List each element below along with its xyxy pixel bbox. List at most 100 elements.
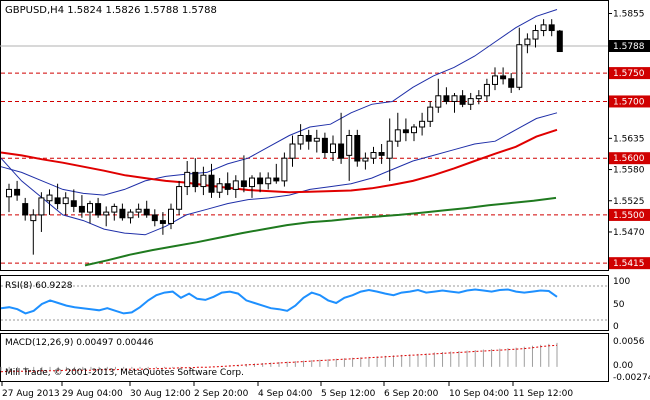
bear-candle bbox=[159, 220, 166, 224]
time-tick-label: 4 Sep 04:00 bbox=[258, 389, 313, 399]
macd-panel[interactable]: MACD(12,26,9) 0.00497 0.00446 0.0056 0.0… bbox=[0, 333, 650, 384]
macd-tick-top: 0.0056 bbox=[613, 337, 645, 347]
rsi-line bbox=[0, 288, 558, 315]
bull-candle bbox=[168, 208, 174, 224]
bull-candle bbox=[362, 157, 369, 162]
macd-tick-zero: 0.00 bbox=[613, 361, 633, 371]
bull-candle bbox=[249, 177, 255, 188]
bear-candle bbox=[22, 203, 29, 216]
time-tick-label: 10 Sep 04:00 bbox=[449, 389, 509, 399]
bear-candle bbox=[119, 208, 126, 219]
macd-tick-bottom: -0.00274 bbox=[613, 373, 650, 383]
bear-candle bbox=[443, 95, 450, 102]
bull-candle bbox=[289, 143, 296, 159]
level-tag-label: 1.5600 bbox=[613, 154, 645, 164]
level-tag bbox=[609, 257, 650, 270]
bear-candle bbox=[459, 95, 466, 105]
bull-candle bbox=[427, 106, 434, 122]
bull-candle bbox=[135, 208, 142, 213]
bear-candle bbox=[354, 135, 361, 162]
rsi-tick-bottom: 0 bbox=[613, 322, 619, 332]
rsi-tick-top: 100 bbox=[613, 277, 630, 287]
bull-candle bbox=[394, 129, 401, 142]
candles bbox=[6, 19, 563, 255]
bear-candle bbox=[273, 177, 280, 182]
time-tick-label: 11 Sep 12:00 bbox=[513, 389, 573, 399]
current-price-tag-label: 1.5788 bbox=[613, 42, 645, 52]
bollinger-upper-line bbox=[0, 9, 558, 196]
bull-candle bbox=[370, 152, 377, 159]
macd-panel-frame bbox=[0, 333, 609, 382]
bull-candle bbox=[200, 174, 207, 188]
bear-candle bbox=[556, 30, 563, 53]
bear-candle bbox=[208, 174, 215, 193]
bear-candle bbox=[78, 205, 85, 213]
bull-candle bbox=[103, 211, 110, 216]
bull-candle bbox=[516, 44, 523, 88]
indicator-lines bbox=[0, 9, 558, 267]
level-tag bbox=[609, 152, 650, 165]
moving-average-red-line bbox=[0, 128, 558, 194]
symbol-header: GBPUSD,H4 1.5824 1.5826 1.5788 1.5788 bbox=[5, 5, 217, 16]
bear-candle bbox=[338, 143, 345, 159]
bull-candle bbox=[492, 75, 498, 85]
price-axis: 1.58551.58001.57451.56351.55801.55251.54… bbox=[608, 0, 650, 270]
bull-candle bbox=[386, 140, 393, 159]
rsi-panel-frame bbox=[0, 275, 609, 331]
bull-candle bbox=[532, 30, 539, 40]
watermark: Mill Trade, © 2001-2013, MetaQuotes Soft… bbox=[5, 368, 244, 378]
current-price-tag bbox=[609, 40, 650, 52]
price-tick-label: 1.5855 bbox=[613, 10, 645, 20]
bear-candle bbox=[54, 197, 61, 205]
bear-candle bbox=[143, 208, 150, 216]
bull-candle bbox=[232, 180, 239, 190]
bear-candle bbox=[508, 78, 515, 88]
bear-candle bbox=[192, 171, 199, 188]
price-tick-label: 1.5470 bbox=[613, 228, 645, 238]
bear-candle bbox=[95, 203, 102, 216]
bear-candle bbox=[321, 137, 328, 154]
bear-candle bbox=[70, 200, 77, 207]
bull-candle bbox=[111, 205, 118, 213]
macd-signal-line bbox=[0, 344, 558, 373]
rsi-label: RSI(8) 60.9228 bbox=[5, 281, 73, 291]
rsi-panel[interactable]: RSI(8) 60.9228 100 50 0 bbox=[0, 275, 631, 333]
level-tag-label: 1.5500 bbox=[613, 211, 645, 221]
level-tag bbox=[609, 208, 650, 221]
bollinger-lower-line bbox=[0, 112, 558, 236]
bear-candle bbox=[305, 135, 312, 142]
level-tag bbox=[609, 67, 650, 80]
level-tag-label: 1.5750 bbox=[613, 69, 645, 79]
level-lines bbox=[1, 72, 608, 264]
bull-candle bbox=[297, 135, 304, 145]
rsi-tick-mid: 50 bbox=[613, 300, 625, 310]
time-tick-label: 5 Sep 12:00 bbox=[321, 389, 376, 399]
level-tag-label: 1.5415 bbox=[613, 259, 645, 269]
main-panel[interactable]: GBPUSD,H4 1.5824 1.5826 1.5788 1.5788 bbox=[0, 0, 609, 271]
bull-candle bbox=[313, 137, 320, 142]
time-tick-label: 6 Sep 20:00 bbox=[384, 389, 439, 399]
bull-candle bbox=[184, 171, 191, 188]
bull-candle bbox=[419, 120, 426, 128]
time-tick-label: 30 Aug 12:00 bbox=[130, 389, 191, 399]
bear-candle bbox=[151, 214, 158, 222]
bear-candle bbox=[14, 188, 21, 196]
macd-label: MACD(12,26,9) 0.00497 0.00446 bbox=[5, 338, 154, 348]
bear-candle bbox=[257, 177, 264, 185]
bear-candle bbox=[378, 152, 385, 156]
bull-candle bbox=[46, 194, 53, 202]
bull-candle bbox=[127, 211, 134, 219]
time-tick-label: 2 Sep 20:00 bbox=[194, 389, 249, 399]
price-tick-label: 1.5580 bbox=[613, 166, 645, 176]
bull-candle bbox=[475, 95, 482, 100]
bull-candle bbox=[435, 95, 442, 108]
time-tick-label: 29 Aug 04:00 bbox=[62, 389, 123, 399]
bull-candle bbox=[330, 143, 336, 154]
price-tick-label: 1.5525 bbox=[613, 197, 645, 207]
price-tick-label: 1.5635 bbox=[613, 134, 645, 144]
bull-candle bbox=[346, 135, 353, 156]
bull-candle bbox=[540, 24, 547, 32]
bull-candle bbox=[62, 197, 69, 205]
bull-candle bbox=[176, 186, 183, 210]
